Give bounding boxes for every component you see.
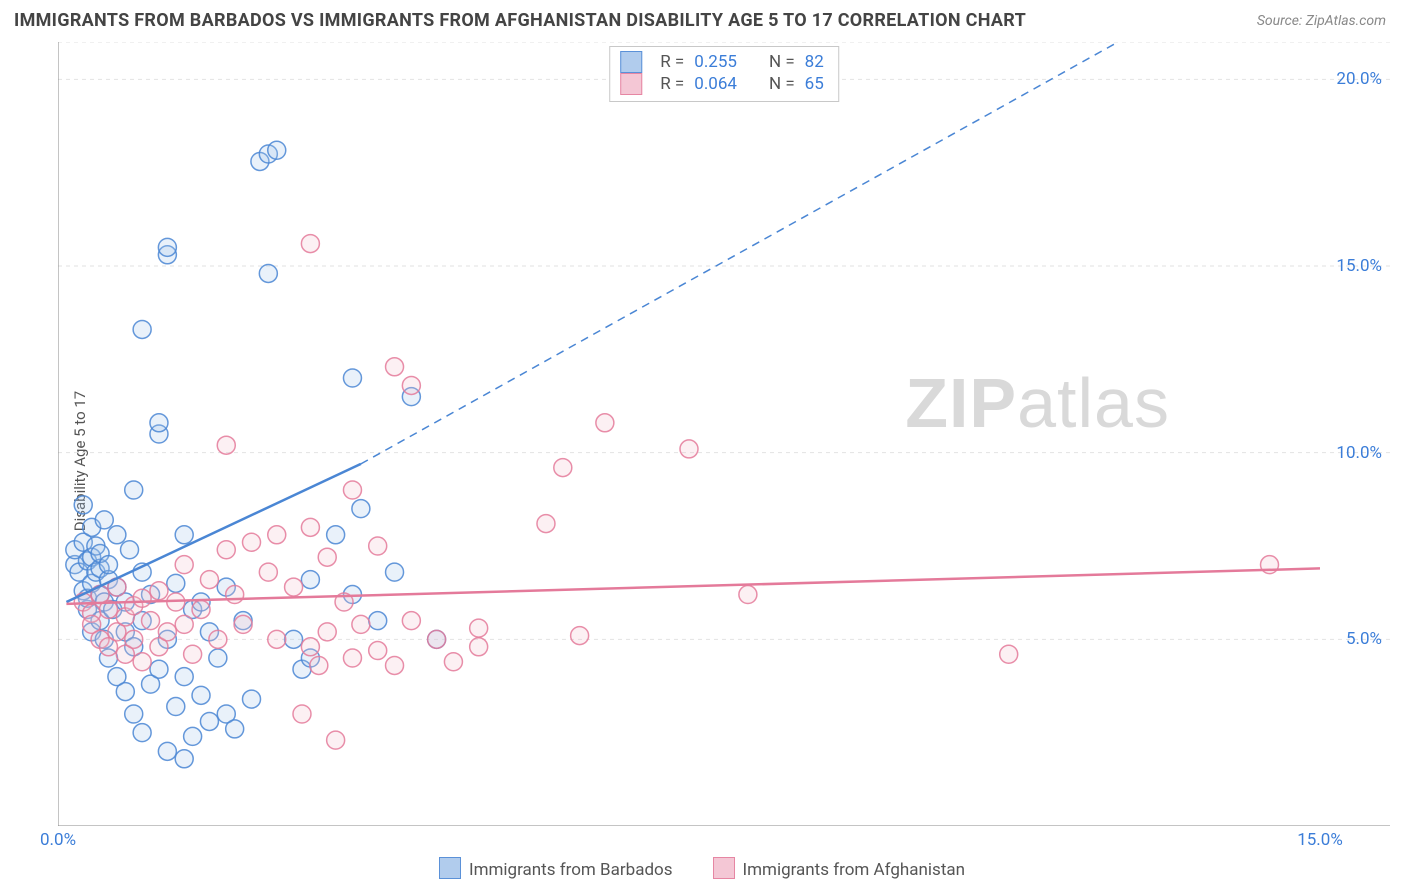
legend-n-value: 82 xyxy=(805,52,824,72)
y-tick-label: 10.0% xyxy=(1336,443,1382,463)
scatter-svg xyxy=(58,42,1390,826)
series-legend-item-barbados: Immigrants from Barbados xyxy=(439,857,673,880)
legend-swatch-icon xyxy=(439,857,461,879)
y-tick-label: 20.0% xyxy=(1336,69,1382,89)
chart-title: IMMIGRANTS FROM BARBADOS VS IMMIGRANTS F… xyxy=(14,10,1026,31)
legend-n-label: N = xyxy=(769,74,795,94)
legend-r-label: R = xyxy=(660,52,684,72)
legend-row-afghanistan: R = 0.064 N = 65 xyxy=(620,73,824,95)
source-label: Source: ZipAtlas.com xyxy=(1257,13,1386,29)
series-legend-item-afghanistan: Immigrants from Afghanistan xyxy=(713,857,966,880)
correlation-legend: R = 0.255 N = 82 R = 0.064 N = 65 xyxy=(609,46,839,102)
legend-swatch-icon xyxy=(620,73,642,95)
legend-n-value: 65 xyxy=(805,74,824,94)
series-legend-label: Immigrants from Barbados xyxy=(469,860,673,880)
series-legend: Immigrants from Barbados Immigrants from … xyxy=(14,857,1390,880)
y-tick-label: 15.0% xyxy=(1336,256,1382,276)
legend-r-value: 0.255 xyxy=(694,52,737,72)
legend-r-label: R = xyxy=(660,74,684,94)
x-tick-label: 15.0% xyxy=(1297,830,1343,850)
plot-area: ZIPatlas R =0.255N =82R =0.064N =65 xyxy=(58,42,1390,826)
legend-swatch-icon xyxy=(713,857,735,879)
chart-container: Disability Age 5 to 17 ZIPatlas R =0.255… xyxy=(14,42,1390,880)
y-tick-label: 5.0% xyxy=(1346,629,1382,649)
series-legend-label: Immigrants from Afghanistan xyxy=(743,860,966,880)
legend-r-value: 0.064 xyxy=(694,74,737,94)
legend-swatch-icon xyxy=(620,51,642,73)
x-tick-label: 0.0% xyxy=(40,830,76,850)
legend-n-label: N = xyxy=(769,52,795,72)
legend-row-barbados: R = 0.255 N = 82 xyxy=(620,51,824,73)
